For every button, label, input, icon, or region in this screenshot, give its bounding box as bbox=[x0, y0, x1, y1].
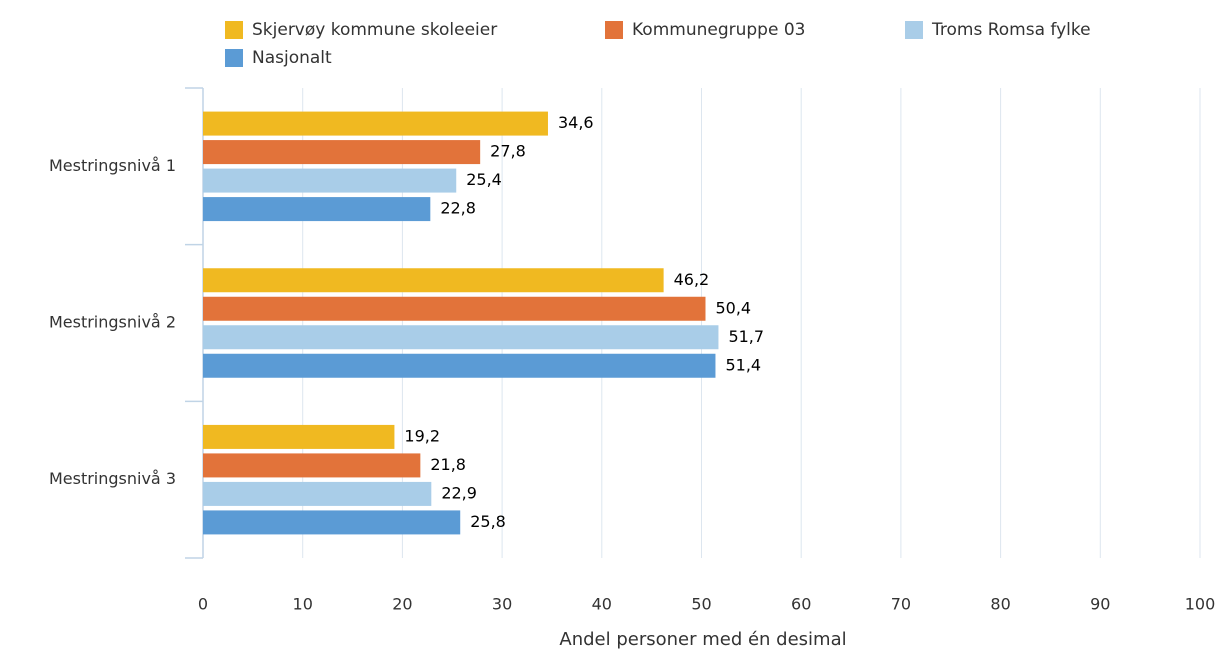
data-label: 51,4 bbox=[725, 355, 761, 374]
x-tick-label: 20 bbox=[392, 595, 412, 614]
legend-swatch bbox=[905, 21, 923, 39]
x-tick-label: 100 bbox=[1185, 595, 1216, 614]
legend-label: Troms Romsa fylke bbox=[931, 20, 1091, 40]
data-label: 25,4 bbox=[466, 170, 502, 189]
data-label: 19,2 bbox=[404, 426, 440, 445]
data-label: 25,8 bbox=[470, 512, 506, 531]
legend-label: Kommunegruppe 03 bbox=[632, 20, 805, 40]
bar bbox=[203, 268, 664, 293]
x-tick-label: 10 bbox=[293, 595, 313, 614]
x-tick-label: 0 bbox=[198, 595, 208, 614]
x-tick-label: 50 bbox=[691, 595, 711, 614]
y-tick-label: Mestringsnivå 3 bbox=[49, 469, 176, 488]
bar bbox=[203, 296, 706, 321]
x-tick-label: 60 bbox=[791, 595, 811, 614]
y-tick-label: Mestringsnivå 2 bbox=[49, 313, 176, 332]
x-tick-label: 30 bbox=[492, 595, 512, 614]
legend-swatch bbox=[605, 21, 623, 39]
x-tick-label: 80 bbox=[990, 595, 1010, 614]
bar bbox=[203, 168, 457, 193]
legend-swatch bbox=[225, 49, 243, 67]
x-tick-label: 70 bbox=[891, 595, 911, 614]
bar bbox=[203, 510, 461, 535]
y-tick-label: Mestringsnivå 1 bbox=[49, 156, 176, 175]
data-label: 46,2 bbox=[674, 270, 710, 289]
data-label: 27,8 bbox=[490, 142, 526, 161]
bar bbox=[203, 481, 432, 506]
bar bbox=[203, 325, 719, 350]
data-label: 22,9 bbox=[441, 483, 477, 502]
data-label: 51,7 bbox=[728, 327, 764, 346]
bar bbox=[203, 424, 395, 449]
data-label: 22,8 bbox=[440, 199, 476, 218]
bar bbox=[203, 140, 481, 165]
legend-label: Nasjonalt bbox=[252, 48, 332, 68]
legend-swatch bbox=[225, 21, 243, 39]
bar bbox=[203, 197, 431, 222]
bar bbox=[203, 353, 716, 378]
data-label: 50,4 bbox=[715, 298, 751, 317]
data-label: 34,6 bbox=[558, 113, 594, 132]
legend-label: Skjervøy kommune skoleeier bbox=[252, 20, 497, 40]
x-tick-label: 90 bbox=[1090, 595, 1110, 614]
bar bbox=[203, 453, 421, 478]
data-label: 21,8 bbox=[430, 455, 466, 474]
bar bbox=[203, 111, 548, 136]
x-axis-label: Andel personer med én desimal bbox=[559, 629, 846, 650]
x-tick-label: 40 bbox=[592, 595, 612, 614]
